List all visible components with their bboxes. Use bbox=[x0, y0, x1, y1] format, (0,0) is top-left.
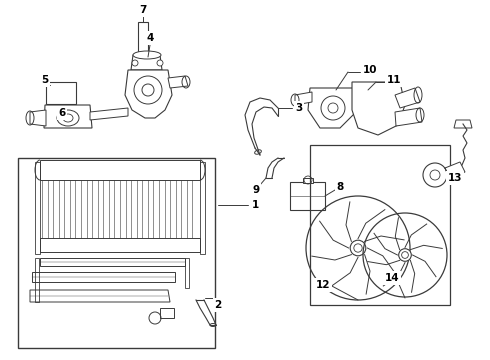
Bar bbox=[303, 178, 313, 183]
Polygon shape bbox=[352, 82, 405, 135]
Circle shape bbox=[354, 244, 362, 252]
Text: 9: 9 bbox=[252, 185, 260, 195]
Text: 10: 10 bbox=[363, 65, 377, 75]
Bar bbox=[185, 258, 189, 288]
Polygon shape bbox=[44, 105, 92, 128]
Polygon shape bbox=[308, 88, 358, 128]
Text: 11: 11 bbox=[387, 75, 401, 85]
Polygon shape bbox=[454, 120, 472, 128]
Bar bbox=[46, 82, 76, 104]
Polygon shape bbox=[295, 92, 312, 105]
Bar bbox=[18, 158, 215, 348]
Bar bbox=[160, 308, 174, 318]
Text: 4: 4 bbox=[147, 33, 154, 43]
Text: 2: 2 bbox=[215, 300, 221, 310]
Polygon shape bbox=[90, 108, 128, 120]
Polygon shape bbox=[30, 290, 170, 302]
Polygon shape bbox=[32, 272, 175, 282]
Circle shape bbox=[423, 163, 447, 187]
Polygon shape bbox=[30, 110, 46, 126]
Polygon shape bbox=[40, 258, 185, 266]
Text: 3: 3 bbox=[295, 103, 303, 113]
Bar bbox=[200, 162, 205, 254]
Circle shape bbox=[399, 249, 411, 261]
Polygon shape bbox=[395, 108, 422, 126]
Circle shape bbox=[157, 60, 163, 66]
Text: 12: 12 bbox=[316, 280, 330, 290]
Polygon shape bbox=[290, 182, 325, 210]
Bar bbox=[35, 258, 39, 302]
Bar bbox=[35, 162, 40, 254]
Text: 6: 6 bbox=[58, 108, 66, 118]
Circle shape bbox=[132, 60, 138, 66]
Circle shape bbox=[142, 84, 154, 96]
Polygon shape bbox=[125, 70, 172, 118]
Ellipse shape bbox=[133, 51, 161, 59]
Polygon shape bbox=[168, 76, 188, 88]
Text: 8: 8 bbox=[336, 182, 343, 192]
Polygon shape bbox=[445, 162, 465, 178]
Text: 13: 13 bbox=[448, 173, 462, 183]
Polygon shape bbox=[395, 88, 420, 108]
Circle shape bbox=[350, 240, 366, 256]
Bar bbox=[138, 22, 148, 55]
Circle shape bbox=[402, 252, 408, 258]
Polygon shape bbox=[131, 55, 162, 70]
Circle shape bbox=[328, 103, 338, 113]
Ellipse shape bbox=[63, 114, 73, 122]
Text: 1: 1 bbox=[251, 200, 259, 210]
Bar bbox=[310, 145, 450, 305]
Text: 14: 14 bbox=[385, 273, 399, 283]
Text: 5: 5 bbox=[41, 75, 49, 85]
Text: 7: 7 bbox=[139, 5, 147, 15]
